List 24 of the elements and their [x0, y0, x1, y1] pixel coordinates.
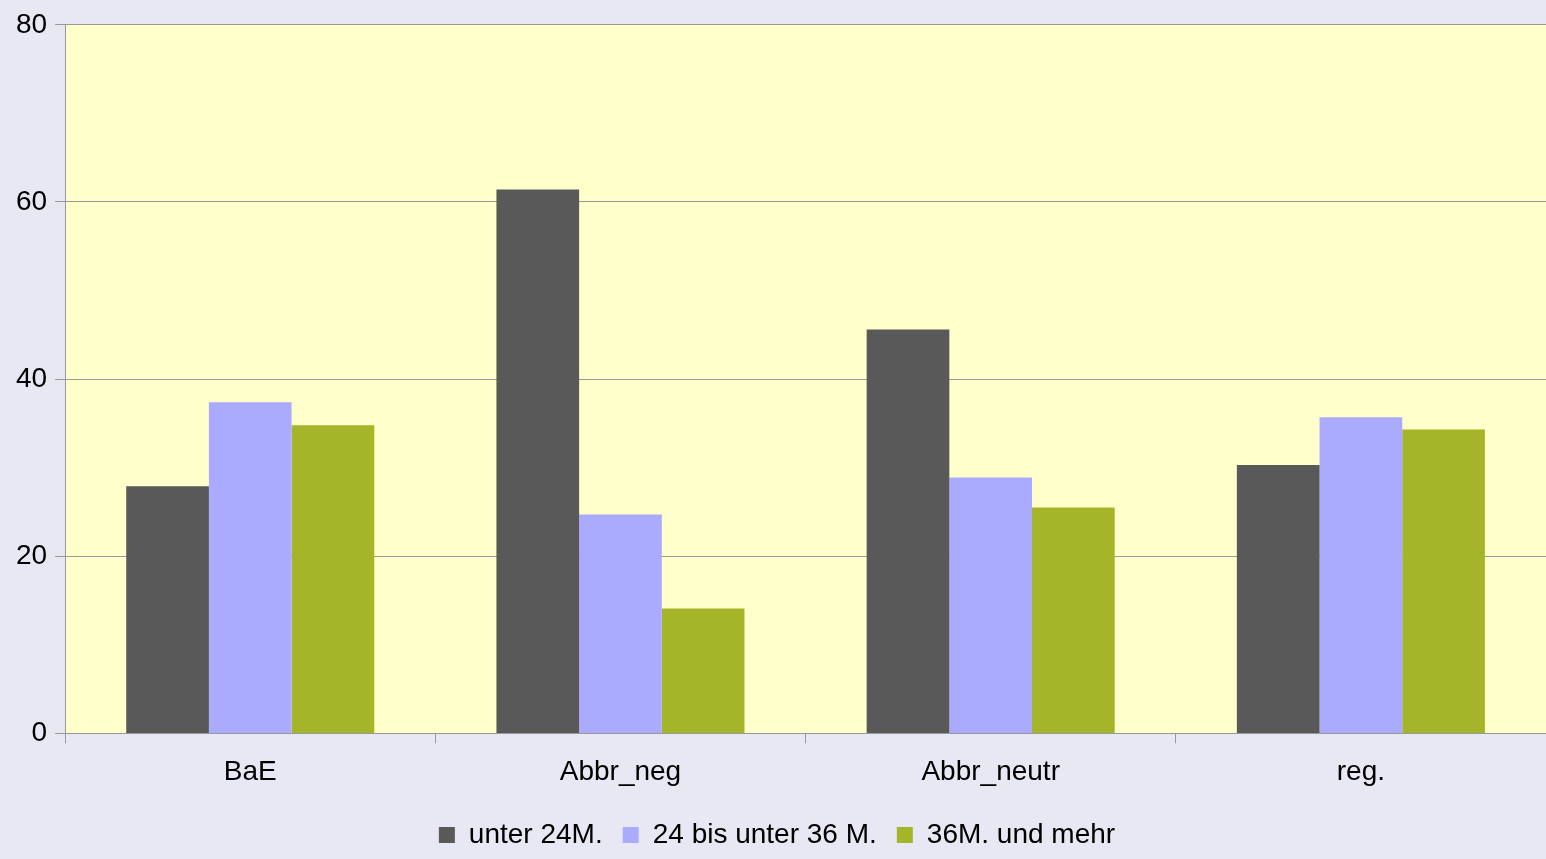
bar: [496, 189, 580, 733]
y-tick-label: 0: [31, 716, 48, 748]
bar: [1032, 507, 1115, 733]
legend-label: unter 24M.: [468, 817, 603, 849]
y-tick-label: 20: [15, 538, 48, 570]
bar: [1319, 417, 1403, 733]
bar: [866, 329, 950, 733]
bar: [1402, 429, 1485, 733]
bar: [208, 402, 292, 733]
x-tick-label: BaE: [223, 754, 277, 786]
bar: [1236, 465, 1320, 733]
bar: [291, 425, 375, 733]
x-tick-label: Abbr_neutr: [921, 754, 1060, 786]
bar: [579, 514, 662, 733]
y-tick-label: 40: [15, 361, 48, 393]
y-tick-label: 80: [15, 7, 48, 39]
bar: [126, 486, 209, 733]
legend-label: 36M. und mehr: [926, 817, 1116, 849]
x-tick-label: Abbr_neg: [559, 754, 682, 786]
bar: [661, 608, 745, 733]
x-tick-label: reg.: [1336, 754, 1386, 786]
y-tick-label: 60: [15, 184, 48, 216]
bar: [949, 477, 1033, 733]
legend-label: 24 bis unter 36 M.: [652, 817, 877, 849]
